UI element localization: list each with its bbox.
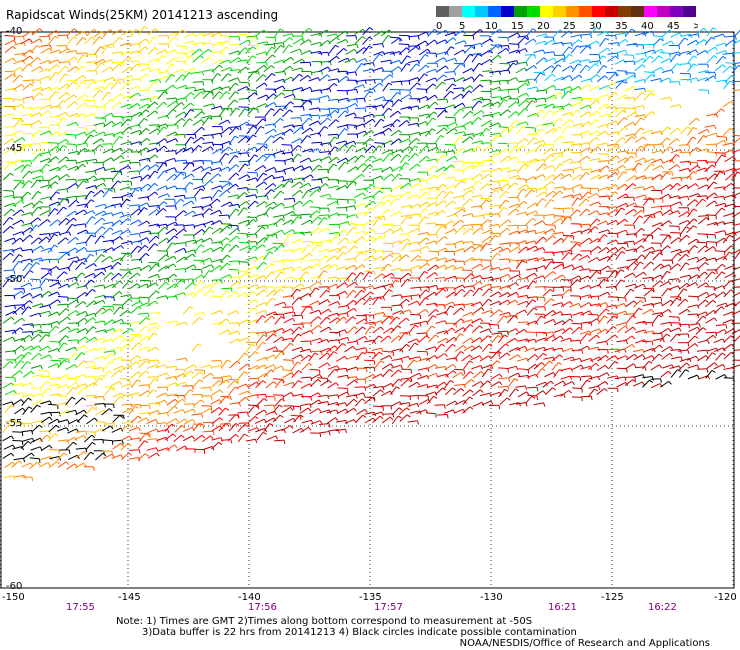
colorbar-swatch [566, 6, 579, 17]
colorbar-label: 20 [537, 21, 550, 32]
lat-label-60: -60 [6, 581, 23, 592]
lon-label-130: -130 [480, 592, 503, 603]
colorbar-swatch [527, 6, 540, 17]
time-label-1: 17:55 [66, 602, 95, 613]
colorbar-label: 5 [459, 21, 465, 32]
lon-label-125: -125 [601, 592, 624, 603]
colorbar-label: 0 [436, 21, 442, 32]
colorbar-label: >50 knots [693, 21, 698, 32]
colorbar-swatch [683, 6, 696, 17]
lat-label-50: -50 [6, 274, 23, 285]
colorbar-swatch [657, 6, 670, 17]
wind-speed-colorbar: 0 5 10 15 20 25 30 35 40 45 >50 knots [436, 6, 698, 32]
note-line-1: Note: 1) Times are GMT 2)Times along bot… [116, 616, 533, 627]
credit-line: NOAA/NESDIS/Office of Research and Appli… [459, 638, 710, 649]
lat-label-45: -45 [6, 143, 23, 154]
time-label-2: 17:56 [248, 602, 277, 613]
colorbar-swatch [644, 6, 657, 17]
colorbar-label: 15 [511, 21, 524, 32]
colorbar-swatch [631, 6, 644, 17]
colorbar-swatch [605, 6, 618, 17]
colorbar-swatch [488, 6, 501, 17]
colorbar-label: 35 [615, 21, 628, 32]
colorbar-label: 30 [589, 21, 602, 32]
lon-label-140: -140 [238, 592, 261, 603]
map-title: Rapidscat Winds(25KM) 20141213 ascending [6, 8, 279, 22]
colorbar-swatch [592, 6, 605, 17]
time-label-5: 16:22 [648, 602, 677, 613]
time-label-4: 16:21 [548, 602, 577, 613]
colorbar-swatch [618, 6, 631, 17]
colorbar-swatch [475, 6, 488, 17]
wind-barbs [2, 26, 740, 482]
colorbar-swatch [670, 6, 683, 17]
colorbar-swatch [553, 6, 566, 17]
colorbar-swatch [579, 6, 592, 17]
colorbar-swatch [501, 6, 514, 17]
colorbar-label: 25 [563, 21, 576, 32]
colorbar-label: 45 [667, 21, 680, 32]
colorbar-swatch [462, 6, 475, 17]
notes: Note: 1) Times are GMT 2)Times along bot… [116, 616, 577, 638]
colorbar-swatch [540, 6, 553, 17]
lon-label-120: -120 [714, 592, 737, 603]
lat-label-40: -40 [6, 26, 23, 37]
note-line-2: 3)Data buffer is 22 hrs from 20141213 4)… [142, 627, 577, 638]
lon-label-145: -145 [118, 592, 141, 603]
colorbar-label: 40 [641, 21, 654, 32]
colorbar-label: 10 [485, 21, 498, 32]
lon-label-150: -150 [2, 592, 25, 603]
lat-label-55: -55 [6, 418, 23, 429]
time-label-3: 17:57 [374, 602, 403, 613]
colorbar-swatch [449, 6, 462, 17]
colorbar-swatch [436, 6, 449, 17]
map-frame [0, 31, 735, 589]
lon-label-135: -135 [359, 592, 382, 603]
colorbar-swatch [514, 6, 527, 17]
wind-barb-map [0, 26, 740, 589]
